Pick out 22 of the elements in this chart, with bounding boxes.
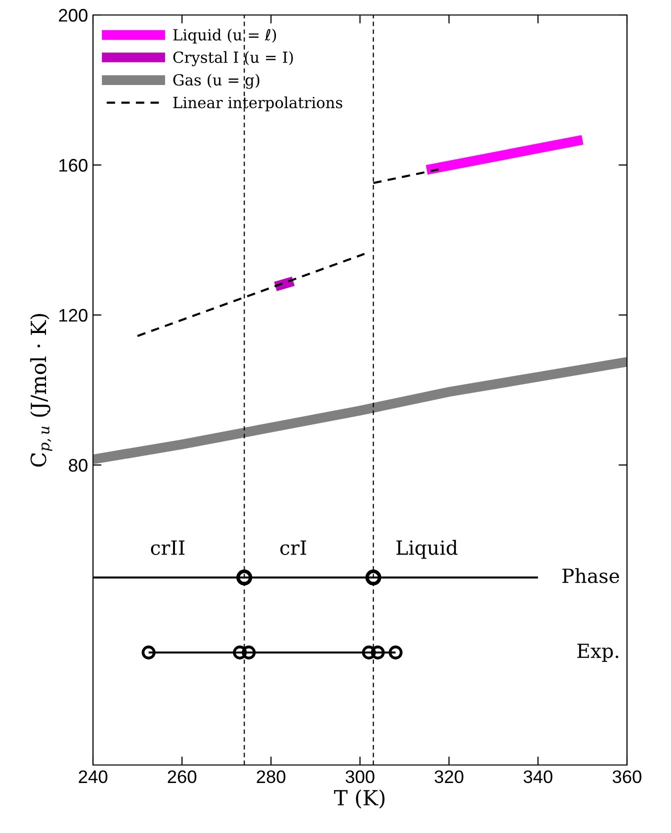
y-tick-label: 120: [59, 308, 88, 322]
annotation: crI: [280, 540, 306, 555]
y-tick-label: 80: [68, 458, 88, 472]
legend-label: Liquid (u = ℓ): [173, 28, 276, 44]
x-tick-label: 280: [256, 770, 286, 784]
annotation: Liquid: [396, 540, 458, 559]
legend-label: Crystal I (u = I): [173, 51, 293, 66]
x-axis-title: T (K): [334, 789, 385, 809]
legend-label: Linear interpolatrions: [173, 96, 342, 112]
x-tick-label: 320: [434, 770, 464, 784]
x-tick-label: 360: [612, 770, 642, 784]
y-tick-label: 200: [58, 8, 88, 22]
y-tick-label: 160: [59, 158, 88, 172]
legend-label: Gas (u = g): [173, 74, 260, 89]
annotation: crII: [150, 540, 184, 555]
annotation: Exp.: [577, 644, 618, 662]
y-axis-title: C$_{p,u}$ (J/mol · K): [30, 314, 52, 467]
x-tick-label: 240: [78, 770, 108, 784]
annotation: Phase: [562, 568, 620, 584]
x-tick-label: 300: [346, 770, 374, 784]
x-tick-label: 340: [524, 770, 552, 784]
x-tick-label: 260: [168, 770, 196, 784]
